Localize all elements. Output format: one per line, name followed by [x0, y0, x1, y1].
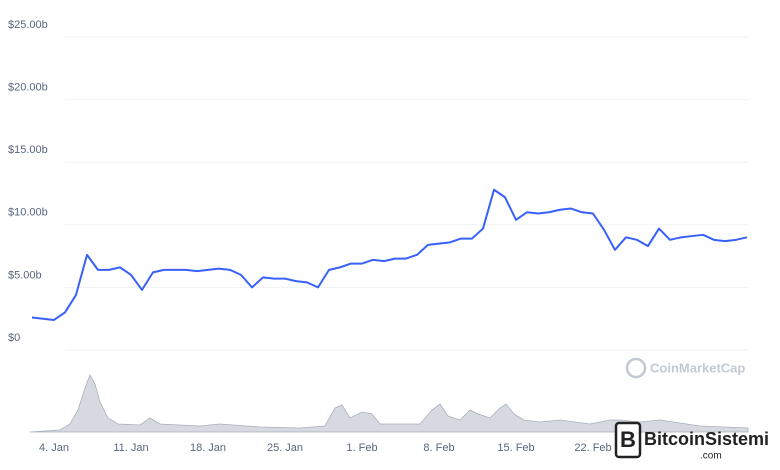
volume-area: [29, 374, 749, 433]
x-tick-label: 18. Jan: [190, 442, 226, 454]
y-tick-label: $0: [8, 332, 20, 344]
x-tick-label: 11. Jan: [113, 442, 148, 454]
x-tick-label: 15. Feb: [497, 442, 534, 454]
x-tick-label: 8. Feb: [423, 442, 454, 454]
y-tick-label: $20.00b: [8, 82, 48, 94]
x-tick-label: 22. Feb: [574, 442, 611, 454]
logo-name: BitcoinSistemi: [644, 429, 769, 449]
y-tick-label: $25.00b: [8, 19, 48, 31]
logo-icon: [614, 421, 642, 459]
logo: B BitcoinSistemi .com: [614, 421, 769, 462]
cmc-watermark: CoinMarketCap: [625, 357, 745, 379]
logo-domain: .com: [700, 451, 722, 462]
y-tick-label: $15.00b: [8, 144, 48, 156]
x-tick-label: 4. Jan: [39, 442, 69, 454]
watermark-text: CoinMarketCap: [650, 360, 745, 375]
cmc-icon: [625, 357, 647, 379]
logo-icon-letter: B: [620, 427, 636, 452]
x-tick-label: 25. Jan: [267, 442, 303, 454]
y-tick-label: $10.00b: [8, 207, 48, 219]
x-tick-label: 1. Feb: [346, 442, 377, 454]
price-line: [31, 188, 748, 321]
y-tick-label: $5.00b: [8, 269, 42, 281]
